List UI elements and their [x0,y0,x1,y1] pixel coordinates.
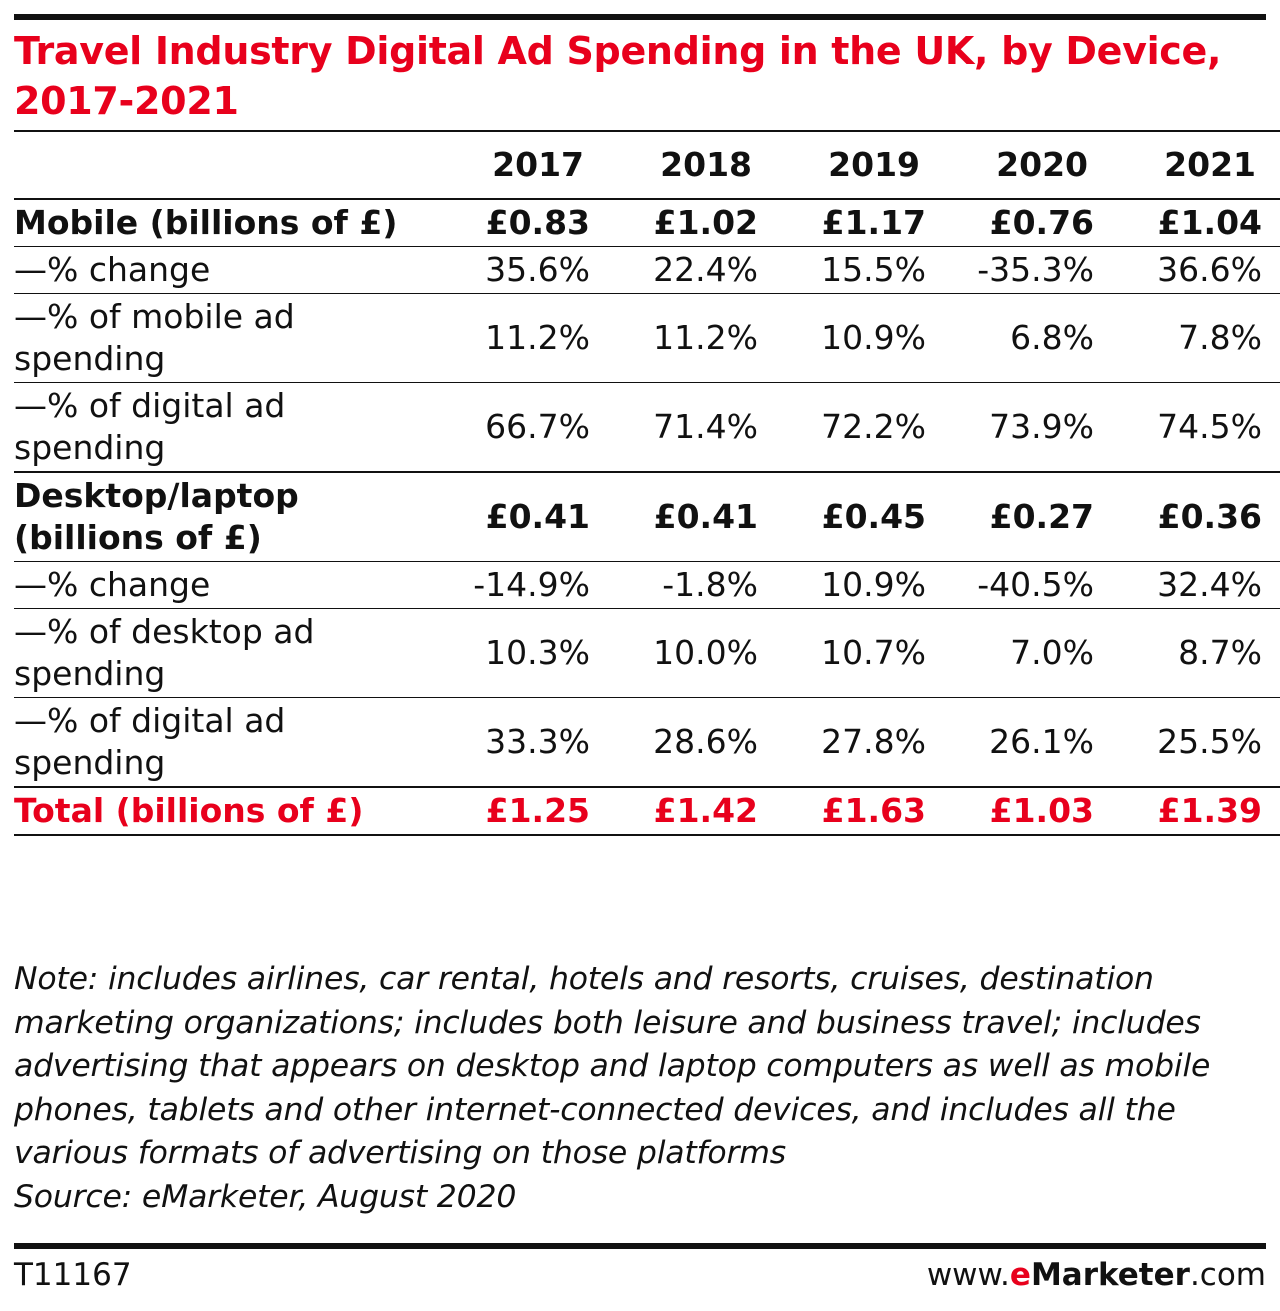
brand-prefix: www. [926,1257,1010,1293]
cell-2021: £0.36 [1157,497,1262,536]
note-text: Note: includes airlines, car rental, hot… [14,961,1211,1171]
cell-2020: -35.3% [977,250,1094,289]
cell-2017: 66.7% [485,407,590,446]
cell-2020: -40.5% [977,565,1094,604]
cell-2020: 73.9% [989,407,1094,446]
cell-2017: 33.3% [485,722,590,761]
chart-title: Travel Industry Digital Ad Spending in t… [14,29,1222,123]
table-row: —% of digital ad spending 66.7% 71.4% 72.2%… [14,383,1280,472]
row-label: —% of digital ad spending [14,386,286,467]
table-row: —% change -14.9% -1.8% 10.9% -40.5% 32.4% [14,562,1280,609]
cell-2021: £1.04 [1157,203,1262,242]
cell-2019: 10.9% [821,565,926,604]
cell-2019: £0.45 [821,497,926,536]
brand-url[interactable]: www.eMarketer.com [927,1255,1266,1295]
cell-2019: 15.5% [821,250,926,289]
row-label: —% change [14,565,211,604]
column-header-2017: 2017 [492,145,584,184]
row-label: —% of desktop ad spending [14,612,315,693]
table-body: Mobile (billions of £) £0.83 £1.02 £1.17 £0.… [14,199,1280,835]
header-row: 2017 2018 2019 2020 2021 [14,131,1280,199]
brand-suffix: .com [1189,1257,1266,1293]
cell-2020: £0.76 [989,203,1094,242]
row-label: —% of mobile ad spending [14,297,295,378]
brand-e: e [1009,1257,1031,1293]
note-block: Note: includes airlines, car rental, hot… [14,958,1270,1219]
cell-2021: £1.39 [1157,791,1262,830]
cell-2021: 25.5% [1157,722,1262,761]
brand-name: Marketer [1030,1257,1190,1293]
header-blank [14,131,442,199]
cell-2017: 10.3% [485,633,590,672]
cell-2021: 7.8% [1178,318,1262,357]
cell-2018: 71.4% [653,407,758,446]
cell-2021: 8.7% [1178,633,1262,672]
cell-2019: 72.2% [821,407,926,446]
cell-2018: 28.6% [653,722,758,761]
column-header-2020: 2020 [996,145,1088,184]
cell-2018: 10.0% [653,633,758,672]
cell-2018: £1.42 [653,791,758,830]
cell-2019: £1.63 [821,791,926,830]
row-label: —% of digital ad spending [14,701,286,782]
column-header-2021: 2021 [1164,145,1256,184]
cell-2018: £0.41 [653,497,758,536]
table-row: —% of mobile ad spending 11.2% 11.2% 10.9% 6… [14,294,1280,383]
table-row: Total (billions of £) £1.25 £1.42 £1.63 £1.0… [14,787,1280,835]
table-row: Desktop/laptop (billions of £) £0.41 £0.41… [14,472,1280,562]
cell-2018: 11.2% [653,318,758,357]
cell-2017: 11.2% [485,318,590,357]
cell-2020: £0.27 [989,497,1094,536]
cell-2019: 10.9% [821,318,926,357]
cell-2021: 32.4% [1157,565,1262,604]
top-rule [14,14,1266,20]
row-label: Desktop/laptop (billions of £) [14,476,299,557]
column-header-2019: 2019 [828,145,920,184]
table-row: Mobile (billions of £) £0.83 £1.02 £1.17 £0.… [14,199,1280,247]
table-row: —% of desktop ad spending 10.3% 10.0% 10.7%… [14,609,1280,698]
cell-2017: 35.6% [485,250,590,289]
table-row: —% of digital ad spending 33.3% 28.6% 27.8%… [14,698,1280,787]
cell-2021: 74.5% [1157,407,1262,446]
data-table: 2017 2018 2019 2020 2021 Mobile (billions of… [14,130,1280,836]
cell-2020: 6.8% [1010,318,1094,357]
cell-2020: 7.0% [1010,633,1094,672]
cell-2020: £1.03 [989,791,1094,830]
cell-2018: 22.4% [653,250,758,289]
cell-2019: 27.8% [821,722,926,761]
row-label: Mobile (billions of £) [14,203,398,242]
cell-2017: £1.25 [485,791,590,830]
column-header-2018: 2018 [660,145,752,184]
chart-code: T11167 [14,1257,132,1293]
cell-2018: -1.8% [662,565,758,604]
row-label: —% change [14,250,211,289]
row-label: Total (billions of £) [14,791,364,830]
table-row: —% change 35.6% 22.4% 15.5% -35.3% 36.6% [14,247,1280,294]
cell-2020: 26.1% [989,722,1094,761]
cell-2018: £1.02 [653,203,758,242]
cell-2019: 10.7% [821,633,926,672]
bottom-rule [14,1243,1266,1249]
cell-2017: -14.9% [473,565,590,604]
cell-2019: £1.17 [821,203,926,242]
source-text: Source: eMarketer, August 2020 [14,1178,517,1215]
cell-2017: £0.83 [485,203,590,242]
cell-2021: 36.6% [1157,250,1262,289]
cell-2017: £0.41 [485,497,590,536]
